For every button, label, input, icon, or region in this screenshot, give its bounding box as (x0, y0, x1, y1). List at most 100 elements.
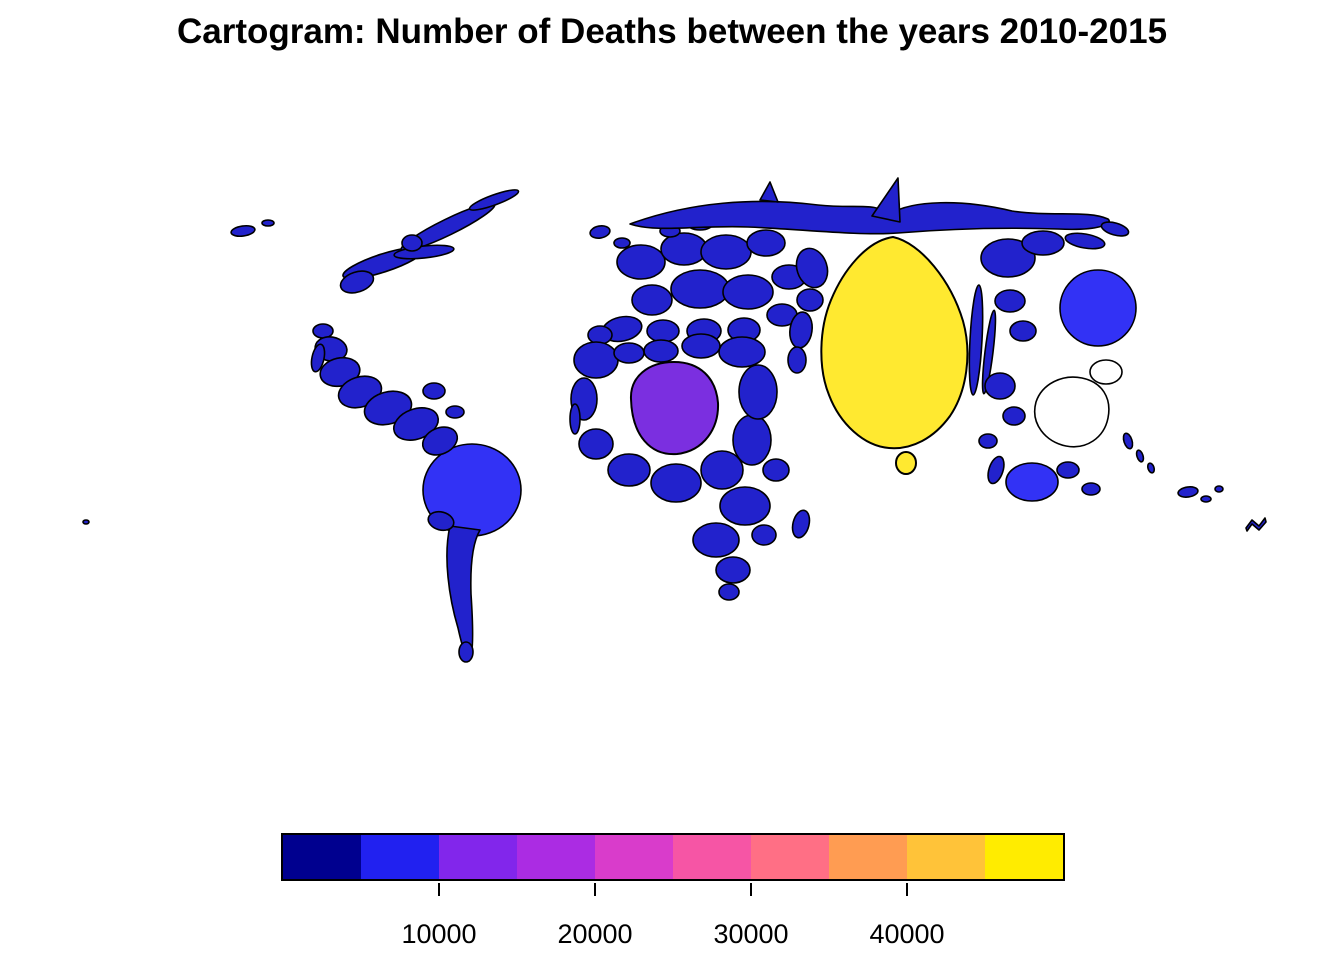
dark-blue-countries-shape (650, 463, 702, 503)
no-data-outline-regions-shape (1033, 376, 1110, 448)
dark-blue-countries-shape (578, 428, 614, 460)
yellow-region (820, 235, 969, 475)
dark-blue-countries-shape (762, 458, 790, 482)
colorbar-segment-7 (829, 835, 907, 879)
dark-blue-countries-shape (981, 309, 997, 395)
dark-blue-countries-shape (230, 224, 256, 238)
colorbar-segment-5 (673, 835, 751, 879)
colorbar-segment-2 (439, 835, 517, 879)
colorbar-tick-label-20000: 20000 (557, 919, 633, 949)
dark-blue-countries-shape (1064, 232, 1106, 250)
dark-blue-countries-shape (987, 455, 1005, 485)
dark-blue-countries-shape (613, 342, 645, 364)
dark-blue-countries-shape (339, 270, 375, 294)
dark-blue-countries-shape (718, 583, 740, 601)
no-data-outline-regions-shape (1089, 359, 1123, 385)
dark-blue-countries-shape (589, 225, 611, 239)
purple-region-shape (629, 360, 720, 456)
dark-blue-countries-shape (616, 244, 666, 280)
dark-blue-countries-shape (692, 522, 740, 558)
dark-blue-countries-shape (421, 426, 459, 456)
dark-blue-countries-shape (643, 339, 679, 363)
dark-blue-countries-shape (446, 525, 481, 662)
bright-blue-regions (422, 269, 1137, 537)
dark-blue-countries-shape (746, 229, 786, 257)
colorbar-segment-9 (985, 835, 1063, 879)
dark-blue-countries-shape (871, 177, 901, 223)
bright-blue-regions-shape (1005, 462, 1059, 502)
dark-blue-countries-shape (569, 403, 581, 435)
dark-blue-countries-shape (1056, 461, 1080, 479)
chart-title: Cartogram: Number of Deaths between the … (176, 12, 1168, 51)
dark-blue-countries-shape (722, 274, 774, 310)
dark-blue-countries-shape (422, 382, 446, 400)
dark-blue-countries-shape (700, 234, 752, 270)
dark-blue-countries-shape (759, 181, 779, 203)
dark-blue-countries-shape (1135, 449, 1145, 463)
dark-blue-countries-shape (1214, 485, 1224, 493)
colorbar-segment-0 (283, 835, 361, 879)
dark-blue-countries-shape (681, 333, 721, 359)
colorbar-segment-3 (517, 835, 595, 879)
dark-blue-countries-shape (1146, 462, 1156, 474)
dark-blue-countries-shape (980, 238, 1036, 278)
dark-blue-countries-shape (1200, 495, 1212, 503)
dark-blue-countries-shape (401, 234, 423, 252)
dark-blue-countries-shape (978, 433, 998, 449)
yellow-region-shape (820, 235, 969, 450)
colorbar-segment-1 (361, 835, 439, 879)
dark-blue-countries-shape (795, 247, 829, 289)
dark-blue-countries-shape (1009, 320, 1037, 342)
colorbar-tick-label-10000: 10000 (401, 919, 477, 949)
dark-blue-countries-shape (468, 189, 520, 211)
dark-blue-countries-shape (646, 319, 680, 343)
colorbar-tick-40000 (906, 883, 908, 896)
colorbar-tick-10000 (438, 883, 440, 896)
dark-blue-countries-shape (587, 325, 613, 345)
dark-blue-countries-shape (738, 364, 778, 420)
dark-blue-countries-shape (787, 346, 807, 374)
dark-blue-countries-shape (607, 453, 651, 487)
purple-region (629, 360, 720, 456)
colorbar: 10000 20000 30000 40000 (281, 833, 1065, 949)
dark-blue-countries-shape (613, 237, 631, 249)
colorbar-tick-label-40000: 40000 (869, 919, 945, 949)
dark-blue-countries-shape (458, 641, 474, 663)
dark-blue-countries-shape (791, 509, 811, 539)
dark-blue-countries-shape (968, 284, 984, 396)
dark-blue-countries-shape (629, 200, 1110, 235)
colorbar-segments (283, 835, 1063, 879)
yellow-region-shape (895, 451, 917, 475)
no-data-outline-regions (1033, 359, 1123, 448)
dark-blue-countries-shape (994, 289, 1026, 313)
dark-blue-countries-shape (732, 414, 772, 466)
dark-blue-countries-shape (1177, 486, 1199, 498)
dark-blue-countries-shape (715, 556, 751, 584)
colorbar-segment-8 (907, 835, 985, 879)
dark-blue-countries-shape (631, 284, 673, 316)
dark-blue-countries (82, 177, 1267, 663)
dark-blue-countries-shape (660, 232, 708, 266)
colorbar-tick-30000 (750, 883, 752, 896)
dark-blue-countries-shape (445, 405, 465, 419)
dark-blue-countries-shape (796, 288, 824, 312)
dark-blue-countries-shape (1245, 517, 1267, 532)
bright-blue-regions-shape (1059, 269, 1137, 347)
dark-blue-countries-shape (1081, 482, 1101, 496)
dark-blue-countries-shape (1021, 230, 1065, 256)
dark-blue-countries-shape (984, 372, 1016, 400)
dark-blue-countries-shape (751, 524, 777, 546)
dark-blue-countries-shape (82, 519, 90, 525)
dark-blue-countries-shape (1100, 221, 1130, 237)
dark-blue-countries-shape (700, 450, 744, 490)
dark-blue-countries-shape (427, 510, 455, 532)
dark-blue-countries-shape (310, 343, 326, 373)
dark-blue-countries-shape (1122, 432, 1134, 450)
colorbar-segment-6 (751, 835, 829, 879)
colorbar-tick-20000 (594, 883, 596, 896)
colorbar-tick-label-30000: 30000 (713, 919, 789, 949)
dark-blue-countries-shape (670, 269, 730, 309)
colorbar-segment-4 (595, 835, 673, 879)
